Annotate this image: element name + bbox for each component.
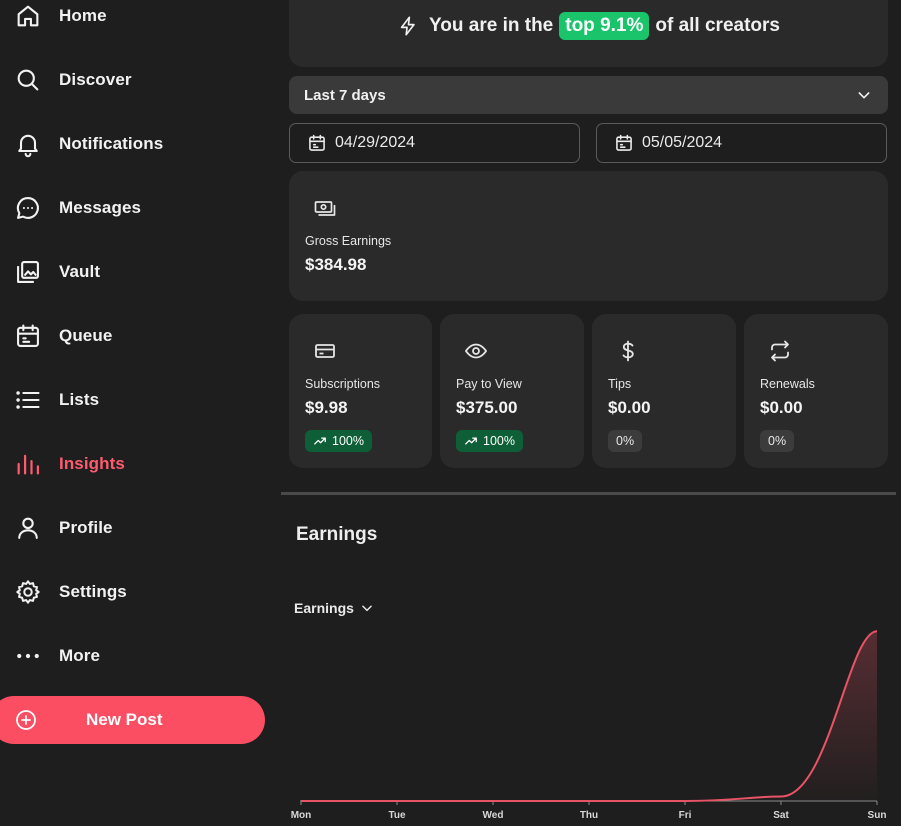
- subscriptions-card: Subscriptions $9.98 100%: [289, 314, 432, 468]
- gross-earnings-card: Gross Earnings $384.98: [289, 171, 888, 301]
- sidebar-item-vault[interactable]: Vault: [14, 252, 264, 292]
- repeat-icon: [771, 340, 789, 362]
- subscriptions-title: Subscriptions: [305, 377, 381, 391]
- renewals-value: $0.00: [760, 398, 803, 417]
- list-icon: [14, 386, 42, 414]
- earnings-section-title: Earnings: [296, 524, 378, 545]
- new-post-button[interactable]: New Post: [0, 696, 265, 744]
- subscriptions-change-badge: 100%: [305, 430, 372, 452]
- sidebar-item-label: Insights: [59, 454, 125, 473]
- x-tick-label-thu: Thu: [580, 810, 598, 821]
- bell-icon: [14, 130, 42, 158]
- bar-chart-icon: [14, 450, 42, 478]
- x-tick-label-fri: Fri: [679, 810, 692, 821]
- search-icon: [14, 66, 42, 94]
- pay-to-view-card: Pay to View $375.00 100%: [440, 314, 584, 468]
- credit-card-icon: [315, 344, 335, 358]
- insights-main: You are in the top 9.1% of all creators …: [280, 0, 901, 826]
- end-date-field[interactable]: 05/05/2024: [596, 123, 887, 163]
- calendar-icon: [309, 134, 325, 151]
- sidebar-item-lists[interactable]: Lists: [14, 380, 264, 420]
- cash-icon: [314, 201, 336, 216]
- tips-change-badge: 0%: [608, 430, 643, 452]
- subscriptions-change: 100%: [332, 434, 364, 448]
- renewals-card: Renewals $0.00 0%: [744, 314, 888, 468]
- earnings-area-fill: [301, 631, 877, 801]
- subscriptions-value: $9.98: [305, 398, 348, 417]
- sidebar-item-label: Vault: [59, 262, 101, 281]
- sidebar-item-discover[interactable]: Discover: [14, 60, 264, 100]
- tips-change: 0%: [616, 434, 635, 448]
- pay-to-view-value: $375.00: [456, 398, 518, 417]
- sidebar-item-label: Home: [59, 6, 107, 25]
- rank-highlight-badge: top 9.1%: [559, 12, 650, 40]
- new-post-label: New Post: [86, 710, 163, 729]
- renewals-title: Renewals: [760, 377, 815, 391]
- sidebar-item-label: Lists: [59, 390, 100, 409]
- x-tick-label-sat: Sat: [773, 810, 789, 821]
- x-tick-label-tue: Tue: [388, 810, 405, 821]
- sidebar-item-label: Queue: [59, 326, 113, 345]
- dollar-icon: [622, 340, 634, 362]
- date-range-select[interactable]: Last 7 days: [289, 76, 888, 114]
- calendar-icon: [616, 134, 632, 151]
- pay-to-view-change-badge: 100%: [456, 430, 523, 452]
- gross-earnings-title: Gross Earnings: [305, 234, 392, 248]
- sidebar-item-label: Notifications: [59, 134, 164, 153]
- start-date-value: 04/29/2024: [335, 134, 416, 151]
- pay-to-view-change: 100%: [483, 434, 515, 448]
- tips-title: Tips: [608, 377, 632, 391]
- chat-icon: [14, 194, 42, 222]
- sidebar-item-more[interactable]: More: [14, 636, 264, 676]
- gross-earnings-value: $384.98: [305, 255, 367, 274]
- image-gallery-icon: [14, 258, 42, 286]
- rank-prefix: You are in the: [429, 15, 554, 36]
- rank-banner: You are in the top 9.1% of all creators: [289, 0, 888, 67]
- chart-metric-label: Earnings: [294, 600, 354, 616]
- x-tick-label-wed: Wed: [483, 810, 504, 821]
- section-divider: [281, 492, 896, 495]
- sidebar-item-notifications[interactable]: Notifications: [14, 124, 264, 164]
- user-icon: [14, 514, 42, 542]
- more-dots-icon: [14, 642, 42, 670]
- sidebar-item-label: Profile: [59, 518, 113, 537]
- sidebar: Home Discover Notifications Messages Vau…: [0, 0, 280, 826]
- sidebar-item-insights[interactable]: Insights: [14, 444, 264, 484]
- pay-to-view-title: Pay to View: [456, 377, 522, 391]
- x-tick-label-sun: Sun: [868, 810, 887, 821]
- plus-circle-icon: [14, 708, 38, 732]
- sidebar-item-label: More: [59, 646, 101, 665]
- tips-card: Tips $0.00 0%: [592, 314, 736, 468]
- x-tick-label-mon: Mon: [291, 810, 312, 821]
- sidebar-item-profile[interactable]: Profile: [14, 508, 264, 548]
- end-date-value: 05/05/2024: [642, 134, 723, 151]
- sidebar-item-home[interactable]: Home: [14, 0, 264, 36]
- chart-metric-dropdown[interactable]: Earnings: [294, 600, 374, 616]
- eye-icon: [464, 343, 488, 359]
- earnings-line: [300, 630, 878, 802]
- renewals-change: 0%: [768, 434, 787, 448]
- trending-up-icon: [314, 437, 326, 445]
- sidebar-item-queue[interactable]: Queue: [14, 316, 264, 356]
- home-icon: [14, 2, 42, 30]
- chevron-down-icon: [858, 92, 870, 99]
- chevron-down-icon: [362, 605, 372, 612]
- earnings-chart: Mon Tue Wed Thu Fri Sat Sun: [291, 630, 887, 821]
- gear-icon: [14, 578, 42, 606]
- renewals-change-badge: 0%: [760, 430, 795, 452]
- sidebar-item-settings[interactable]: Settings: [14, 572, 264, 612]
- date-range-value: Last 7 days: [304, 86, 386, 104]
- trending-up-icon: [465, 437, 477, 445]
- tips-value: $0.00: [608, 398, 651, 417]
- start-date-field[interactable]: 04/29/2024: [289, 123, 580, 163]
- rank-suffix: of all creators: [655, 15, 780, 36]
- lightning-icon: [400, 16, 415, 36]
- sidebar-item-messages[interactable]: Messages: [14, 188, 264, 228]
- calendar-icon: [14, 322, 42, 350]
- rank-banner-text: You are in the top 9.1% of all creators: [289, 12, 888, 40]
- sidebar-item-label: Discover: [59, 70, 132, 89]
- sidebar-item-label: Messages: [59, 198, 142, 217]
- sidebar-item-label: Settings: [59, 582, 127, 601]
